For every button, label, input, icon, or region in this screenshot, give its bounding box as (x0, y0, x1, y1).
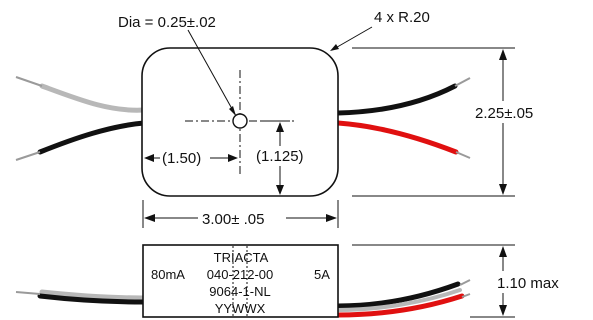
wire-red-right (335, 120, 459, 155)
top-view: Dia = 0.25±.02 4 x R.20 (1.50) (1.125) 2… (15, 9, 582, 229)
thickness-arrow-top (499, 246, 507, 257)
side-wire-left-tip (15, 291, 41, 295)
height-label: 2.25±.05 (475, 105, 533, 122)
right-wires (335, 77, 471, 159)
hole-y-arrow-top (276, 122, 284, 132)
thickness-label: 1.10 max (497, 275, 559, 292)
wire-gray-left (39, 83, 147, 113)
side-wire-right-tip (459, 279, 471, 298)
mounting-hole (232, 113, 248, 129)
corner-radius-label: 4 x R.20 (374, 9, 430, 26)
hole-x-arrow-left (144, 154, 154, 162)
width-arrow-left (144, 214, 155, 222)
width-arrow-right (326, 214, 337, 222)
wire-black-right (335, 83, 458, 116)
wire-gray-left-tip (15, 76, 43, 87)
left-wires (15, 76, 147, 161)
label-line-1: TRIACTA (214, 250, 269, 265)
side-wire-black-right (335, 281, 461, 309)
radius-leader (331, 26, 373, 51)
wire-black-left (37, 120, 147, 155)
side-view: 80mA 5A TRIACTA 040-212-00 9064-1-NL YYW… (15, 244, 586, 318)
thickness-arrow-bottom (499, 305, 507, 316)
height-arrow-top (499, 49, 507, 60)
amp-rating-label: 5A (314, 267, 330, 282)
label-line-2: 040-212-00 (207, 267, 274, 282)
hole-x-arrow-right (228, 154, 238, 162)
hole-y-arrow-bottom (276, 185, 284, 195)
hole-y-offset-label: (1.125) (256, 148, 304, 165)
side-wire-gray-right (336, 288, 462, 312)
hole-leader (187, 29, 237, 117)
hole-leader-arrow (229, 106, 236, 116)
radius-leader-arrow (330, 44, 339, 51)
label-line-4: YYWWX (215, 301, 266, 316)
side-wire-black-left (37, 293, 146, 305)
wire-black-left-tip (15, 151, 41, 161)
hole-diameter-label: Dia = 0.25±.02 (118, 14, 216, 31)
side-wire-gray-left (39, 289, 146, 301)
hole-x-offset-label: (1.50) (162, 150, 201, 167)
side-wire-red-right (335, 293, 465, 318)
current-rating-label: 80mA (151, 267, 185, 282)
wire-red-right-tip (455, 151, 471, 159)
module-body-side (142, 244, 339, 318)
height-arrow-bottom (499, 184, 507, 195)
wire-black-right-tip (454, 77, 471, 87)
width-label: 3.00± .05 (202, 211, 264, 228)
label-line-3: 9064-1-NL (209, 284, 270, 299)
